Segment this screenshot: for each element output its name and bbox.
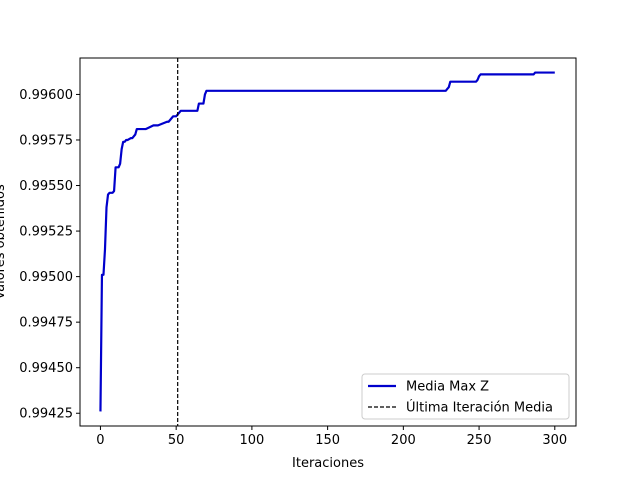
x-tick-label-0: 0 xyxy=(96,433,104,448)
x-tick-label-4: 200 xyxy=(391,433,416,448)
x-axis-label: Iteraciones xyxy=(292,456,364,471)
y-tick-label-4: 0.99525 xyxy=(19,225,73,240)
plot-frame xyxy=(79,57,577,427)
y-tick-label-3: 0.99500 xyxy=(19,270,73,285)
x-tick-label-2: 100 xyxy=(239,433,264,448)
plot-area xyxy=(80,58,576,426)
y-axis-label: Valores obtenidos xyxy=(0,184,8,300)
legend-box xyxy=(361,373,570,420)
y-tick-label-7: 0.99600 xyxy=(19,88,73,103)
legend: Media Max Z Última Iteración Media xyxy=(361,373,570,420)
x-tick-label-5: 250 xyxy=(467,433,492,448)
x-tick-label-3: 150 xyxy=(315,433,340,448)
legend-label-ultima-iteracion-media: Última Iteración Media xyxy=(406,400,553,416)
y-tick-label-1: 0.99450 xyxy=(19,361,73,376)
ticks-layer: 0 50 100 150 200 250 300 0.99425 0.99450 0.99475 0… xyxy=(19,88,567,448)
x-tick-label-6: 300 xyxy=(542,433,567,448)
y-tick-label-5: 0.99550 xyxy=(19,179,73,194)
x-tick-label-1: 50 xyxy=(168,433,185,448)
y-tick-label-6: 0.99575 xyxy=(19,133,73,148)
data-layer xyxy=(99,58,555,426)
y-tick-label-0: 0.99425 xyxy=(19,407,73,422)
series-line-0 xyxy=(99,71,555,412)
legend-label-media-max-z: Media Max Z xyxy=(406,380,489,395)
y-tick-label-2: 0.99475 xyxy=(19,316,73,331)
